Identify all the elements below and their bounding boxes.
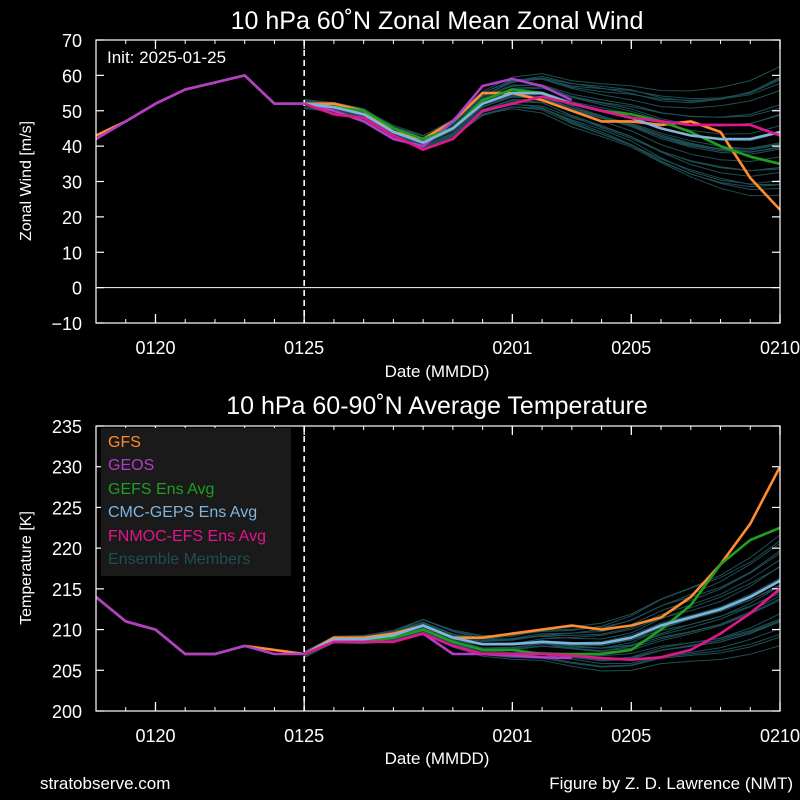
legend-gfs: GFS — [108, 434, 141, 451]
legend-gefs: GEFS Ens Avg — [108, 481, 214, 498]
ensemble-member-line — [304, 107, 781, 197]
temperature-ylabel: Temperature [K] — [18, 511, 35, 625]
zonal-wind-chart: 10 hPa 60˚N Zonal Mean Zonal Wind 0120 01… — [18, 7, 800, 381]
y-tick-label: 20 — [62, 208, 82, 228]
legend-geos: GEOS — [108, 457, 154, 474]
temperature-series — [95, 466, 782, 661]
y-tick-label: 60 — [62, 66, 82, 86]
x-tick-label: 0205 — [611, 726, 651, 746]
zonal-wind-ylabel: Zonal Wind [m/s] — [18, 121, 35, 241]
y-tick-label: 0 — [72, 279, 82, 299]
y-tick-label: 10 — [62, 243, 82, 263]
y-tick-label: 235 — [52, 417, 82, 437]
series-line-cmc-geps — [303, 579, 781, 656]
series-line-fnmoc-efs — [303, 95, 781, 151]
footer-credit: Figure by Z. D. Lawrence (NMT) — [549, 774, 793, 793]
legend-box — [101, 428, 291, 576]
x-tick-label: 0210 — [760, 338, 800, 358]
y-tick-label: 220 — [52, 539, 82, 559]
footer-site: stratobserve.com — [40, 774, 170, 793]
y-tick-label: 70 — [62, 31, 82, 51]
y-tick-label: 40 — [62, 137, 82, 157]
series-line-fnmoc-efs — [303, 587, 781, 661]
y-tick-label: 210 — [52, 621, 82, 641]
x-tick-label: 0201 — [492, 726, 532, 746]
legend-cmc: CMC-GEPS Ens Avg — [108, 504, 257, 521]
y-tick-label: 30 — [62, 173, 82, 193]
legend: GFS GEOS GEFS Ens Avg CMC-GEPS Ens Avg F… — [101, 428, 291, 576]
x-tick-label: 0125 — [284, 338, 324, 358]
x-tick-label: 0201 — [492, 338, 532, 358]
zonal-wind-xlabel: Date (MMDD) — [385, 362, 490, 381]
x-tick-label: 0120 — [135, 338, 175, 358]
zonal-wind-plot-frame — [95, 39, 781, 324]
temperature-plot-frame — [95, 425, 781, 712]
x-tick-label: 0125 — [284, 726, 324, 746]
x-tick-label: 0210 — [760, 726, 800, 746]
zonal-wind-series — [95, 74, 781, 211]
series-line-geos — [95, 74, 573, 148]
y-tick-label: 215 — [52, 580, 82, 600]
ensemble-member-line — [303, 565, 781, 657]
temperature-title: 10 hPa 60-90˚N Average Temperature — [226, 392, 648, 420]
y-tick-label: 230 — [52, 458, 82, 478]
y-tick-label: 50 — [62, 102, 82, 122]
temperature-xlabel: Date (MMDD) — [385, 749, 490, 768]
legend-members: Ensemble Members — [108, 551, 250, 568]
x-tick-label: 0205 — [611, 338, 651, 358]
temperature-chart: 10 hPa 60-90˚N Average Temperature 0120 0… — [18, 392, 800, 768]
init-annotation: Init: 2025-01-25 — [107, 48, 226, 67]
y-tick-label: 200 — [52, 702, 82, 722]
y-tick-label: 225 — [52, 498, 82, 518]
zonal-wind-axes: 0120 0125 0201 0205 0210 −10 0 10 20 30 40 50 60 70 — [51, 31, 800, 358]
zonal-wind-title: 10 hPa 60˚N Zonal Mean Zonal Wind — [231, 7, 644, 35]
y-tick-label: −10 — [51, 314, 82, 334]
series-line-cmc-geps — [304, 91, 781, 144]
y-tick-label: 205 — [52, 661, 82, 681]
x-tick-label: 0120 — [135, 726, 175, 746]
legend-fnmoc: FNMOC-EFS Ens Avg — [108, 528, 266, 545]
